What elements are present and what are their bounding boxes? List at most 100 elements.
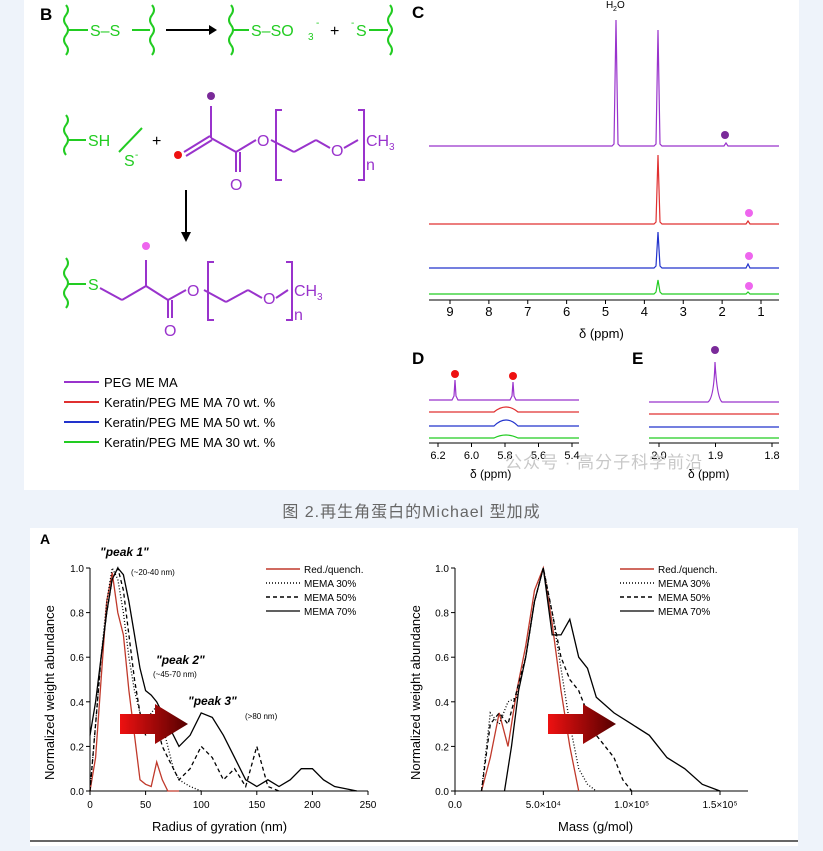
right-xtick-label-1: 5.0×10⁴ [526, 800, 561, 811]
chem-sup-minus: - [316, 18, 319, 29]
panel-a-letter: A [40, 531, 50, 547]
nmr-x-label: δ (ppm) [579, 326, 624, 341]
nmr-tick-label-8: 1 [757, 304, 764, 319]
left-ytick-label-2: 0.4 [70, 698, 84, 709]
left-red-arrow [120, 704, 188, 744]
annot-peak3-sub: (>80 nm) [245, 712, 278, 721]
figure-top-svg: B S–S S–SO 3 - + - S SH S - + [40, 0, 780, 481]
chem-sub3: 3 [308, 32, 314, 43]
nmr-purple-marker [721, 131, 729, 139]
chem-s-minus-sign: - [135, 150, 138, 161]
annot-peak2-sub: (~45-70 nm) [153, 670, 197, 679]
nmr-tick-label-1: 8 [485, 304, 492, 319]
right-legend-1: MEMA 30% [658, 579, 710, 590]
chem-o-5: O [164, 323, 176, 340]
chem-o-3: O [331, 143, 343, 160]
reaction-disulfide-cleavage [63, 4, 393, 56]
nmr-pink-marker-3 [745, 282, 753, 290]
e-tick-label-2: 1.8 [764, 450, 779, 462]
reaction-arrowhead-1 [209, 25, 217, 35]
figure-top: B S–S S–SO 3 - + - S SH S - + [24, 0, 799, 490]
d-spectrum-50 [429, 419, 579, 427]
product-peg [99, 260, 293, 321]
left-chart: 0 50 100 150 200 250 0.0 0.2 0.4 0.6 0.8 1.0 Norma… [42, 545, 377, 834]
right-series-2 [480, 567, 633, 792]
right-series-0 [480, 565, 580, 792]
chem-o-2: O [230, 177, 242, 194]
nmr-pink-marker-2 [745, 252, 753, 260]
chem-o-1: O [257, 133, 269, 150]
chem-ch3-sub: 3 [389, 142, 395, 153]
right-ytick-label-3: 0.6 [435, 653, 449, 664]
right-x-ticks: 0.0 5.0×10⁴ 1.0×10⁵ 1.5×10⁵ [448, 791, 738, 811]
left-x-ticks: 0 50 100 150 200 250 [87, 791, 377, 811]
left-x-label: Radius of gyration (nm) [152, 819, 287, 834]
figure-bottom: A 0 50 100 150 200 250 0.0 0.2 0.4 0.6 0.8 1.0 Nor… [30, 528, 798, 846]
right-series-lines [480, 565, 721, 792]
right-ytick-label-1: 0.2 [435, 742, 449, 753]
chem-s-product: S [88, 277, 99, 294]
nmr-tick-label-6: 3 [680, 304, 687, 319]
d-x-label: δ (ppm) [470, 467, 511, 481]
left-legend-0: Red./quench. [304, 565, 364, 576]
d-spectrum-pegmema [429, 379, 579, 401]
panel-c-letter: C [412, 3, 424, 22]
left-y-ticks: 0.0 0.2 0.4 0.6 0.8 1.0 [70, 564, 90, 798]
nmr-spectra [429, 19, 779, 295]
left-legend-1: MEMA 30% [304, 579, 356, 590]
water-label-h: H [606, 0, 613, 11]
chem-s-minus: S [124, 153, 135, 170]
e-tick-label-1: 1.9 [708, 450, 723, 462]
right-chart: 0.0 5.0×10⁴ 1.0×10⁵ 1.5×10⁵ 0.0 0.2 0.4 0.6 0.8… [408, 564, 748, 834]
chem-thiolate: S [356, 23, 367, 40]
nmr-tick-label-5: 4 [641, 304, 648, 319]
d-tick-label-2: 5.8 [497, 450, 512, 462]
watermark-text: 公众号 · 高分子科学前沿 [505, 453, 704, 472]
annot-peak3: "peak 3" [188, 694, 237, 708]
d-red-marker-2 [509, 372, 517, 380]
peg-monomer [183, 106, 365, 181]
left-legend-3: MEMA 70% [304, 607, 356, 618]
d-spectrum-30 [429, 434, 579, 439]
chem-ch3-product: CH [294, 283, 317, 300]
right-ytick-label-4: 0.8 [435, 609, 449, 620]
right-x-label: Mass (g/mol) [558, 819, 633, 834]
d-tick-label-4: 5.4 [564, 450, 579, 462]
left-ytick-label-3: 0.6 [70, 653, 84, 664]
right-series-3 [503, 567, 721, 792]
panel-e-letter: E [632, 349, 643, 368]
right-xtick-label-0: 0.0 [448, 800, 462, 811]
right-ytick-label-0: 0.0 [435, 787, 449, 798]
chem-n-2: n [294, 307, 303, 324]
right-y-label: Normalized weight abundance [408, 605, 423, 780]
e-x-label: δ (ppm) [688, 467, 729, 481]
red-dot-marker [174, 151, 182, 159]
figure-bottom-svg: A 0 50 100 150 200 250 0.0 0.2 0.4 0.6 0.8 1.0 Nor… [30, 531, 798, 842]
panel-e-spectra [649, 361, 779, 439]
product-chain [63, 257, 86, 309]
left-legend-2: MEMA 50% [304, 593, 356, 604]
annot-peak2: "peak 2" [156, 653, 205, 667]
e-x-ticks: 2.0 1.9 1.8 [651, 443, 780, 462]
d-tick-label-3: 5.6 [531, 450, 546, 462]
d-red-marker-1 [451, 370, 459, 378]
left-ytick-label-1: 0.2 [70, 742, 84, 753]
d-spectrum-70 [429, 406, 579, 413]
chem-sup-minus-2: - [351, 18, 354, 29]
water-label-o: O [617, 0, 625, 11]
chem-plus-2: + [152, 133, 161, 150]
left-series-2 [89, 566, 280, 792]
panel-b-letter: B [40, 5, 52, 24]
chem-o-6: O [263, 291, 275, 308]
d-tick-label-0: 6.2 [430, 450, 445, 462]
chem-ss: S–S [90, 23, 120, 40]
right-legend-2: MEMA 50% [658, 593, 710, 604]
e-spectrum-pegmema [649, 361, 779, 403]
legend-label-1: Keratin/PEG ME MA 70 wt. % [104, 395, 276, 410]
thiol-chain [63, 114, 143, 156]
nmr-tick-label-4: 5 [602, 304, 609, 319]
chem-ch3-product-sub: 3 [317, 292, 323, 303]
left-series-3 [89, 566, 358, 792]
nmr-tick-label-3: 6 [563, 304, 570, 319]
purple-dot-marker [207, 92, 215, 100]
